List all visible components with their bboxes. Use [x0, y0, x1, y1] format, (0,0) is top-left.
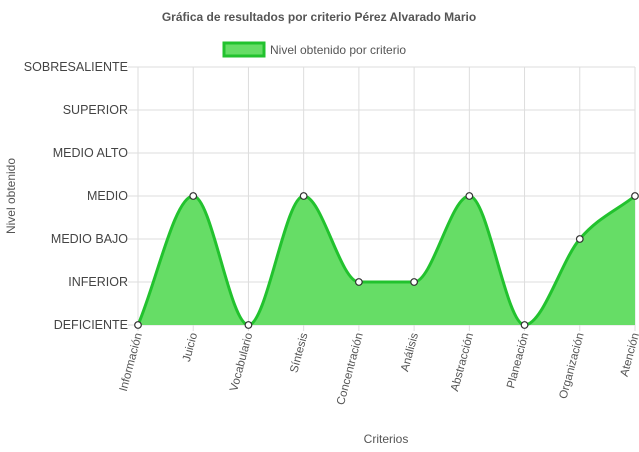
x-tick-label: Análisis [399, 331, 421, 373]
y-tick-label: SOBRESALIENTE [24, 60, 128, 74]
series-line [136, 194, 636, 327]
y-tick-label: MEDIO BAJO [51, 232, 128, 246]
chart-title: Gráfica de resultados por criterio Pérez… [162, 10, 476, 24]
data-point-1[interactable] [134, 321, 142, 329]
legend-label: Nivel obtenido por criterio [270, 43, 406, 57]
data-point-9[interactable] [575, 235, 584, 243]
y-tick-label: SUPERIOR [63, 103, 128, 117]
data-point-5[interactable] [354, 278, 363, 286]
data-point-6[interactable] [410, 278, 419, 286]
y-tick-label: MEDIO ALTO [53, 146, 129, 160]
x-tick-label: Organización [558, 332, 587, 401]
x-tick-label: Información [118, 332, 145, 393]
data-point-8[interactable] [520, 321, 529, 329]
y-tick-label: DEFICIENTE [54, 318, 128, 332]
data-points [134, 192, 639, 329]
legend-swatch [222, 41, 266, 58]
x-tick-label: Juicio [181, 332, 200, 364]
data-point-4[interactable] [299, 192, 308, 200]
legend[interactable]: Nivel obtenido por criterio [222, 41, 406, 58]
x-tick-label: Atención [619, 332, 639, 378]
y-tick-label: INFERIOR [68, 275, 128, 289]
x-tick-label: Concentración [335, 332, 366, 407]
x-axis-title: Criterios [364, 432, 409, 446]
x-tick-label: Abstracción [449, 332, 476, 393]
data-point-10[interactable] [631, 192, 639, 200]
x-tick-label: Planeación [505, 332, 531, 390]
y-axis-title: Nivel obtenido [4, 158, 18, 234]
y-axis-ticks: DEFICIENTE INFERIOR MEDIO BAJO MEDIO MEDIO A… [24, 60, 128, 332]
x-tick-label: Síntesis [288, 331, 310, 374]
data-point-7[interactable] [465, 192, 474, 200]
data-point-3[interactable] [244, 321, 253, 329]
x-tick-label: Vocabulario [228, 332, 255, 393]
plot-area [136, 194, 636, 327]
x-axis-ticks: Información Juicio Vocabulario Síntesis Conc… [118, 331, 639, 406]
area-fill [138, 196, 635, 325]
y-tick-label: MEDIO [87, 189, 128, 203]
data-point-2[interactable] [189, 192, 198, 200]
